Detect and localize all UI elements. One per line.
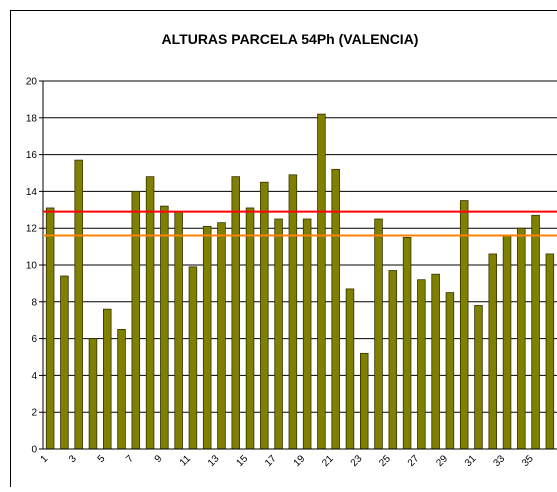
bar xyxy=(103,309,111,449)
bar xyxy=(232,177,240,449)
y-tick-label: 8 xyxy=(31,297,37,308)
y-tick-label: 4 xyxy=(31,371,37,382)
bar xyxy=(75,160,83,449)
bar xyxy=(203,226,211,449)
bar xyxy=(403,237,411,449)
bar xyxy=(475,305,483,449)
bar xyxy=(132,191,140,449)
bar xyxy=(46,208,54,449)
bar xyxy=(489,254,497,449)
bar xyxy=(375,219,383,449)
bar xyxy=(517,228,525,449)
bar xyxy=(389,271,397,449)
bar xyxy=(189,267,197,449)
bar xyxy=(318,114,326,449)
y-tick-label: 16 xyxy=(26,150,38,161)
y-tick-label: 20 xyxy=(26,77,38,88)
bar xyxy=(161,206,169,449)
y-tick-label: 12 xyxy=(26,224,38,235)
bar xyxy=(275,219,283,449)
bar xyxy=(118,329,126,449)
bar xyxy=(61,276,69,449)
bar xyxy=(346,289,354,449)
bar xyxy=(546,254,554,449)
y-tick-label: 0 xyxy=(31,445,37,456)
bar xyxy=(146,177,154,449)
bar xyxy=(303,219,311,449)
y-tick-label: 2 xyxy=(31,408,37,419)
y-tick-label: 14 xyxy=(26,187,38,198)
bar xyxy=(260,182,268,449)
bar xyxy=(532,215,540,449)
chart-title: ALTURAS PARCELA 54Ph (VALENCIA) xyxy=(162,31,419,47)
y-tick-label: 6 xyxy=(31,334,37,345)
bar xyxy=(89,339,97,449)
bar xyxy=(360,353,368,449)
bar xyxy=(446,293,454,449)
bar xyxy=(175,212,183,449)
bar xyxy=(289,175,297,449)
bar xyxy=(432,274,440,449)
y-tick-label: 10 xyxy=(26,261,38,272)
bar xyxy=(460,201,468,449)
y-tick-label: 18 xyxy=(26,113,38,124)
bar xyxy=(503,236,511,449)
bar xyxy=(246,208,254,449)
bar xyxy=(418,280,426,449)
bar xyxy=(218,223,226,449)
